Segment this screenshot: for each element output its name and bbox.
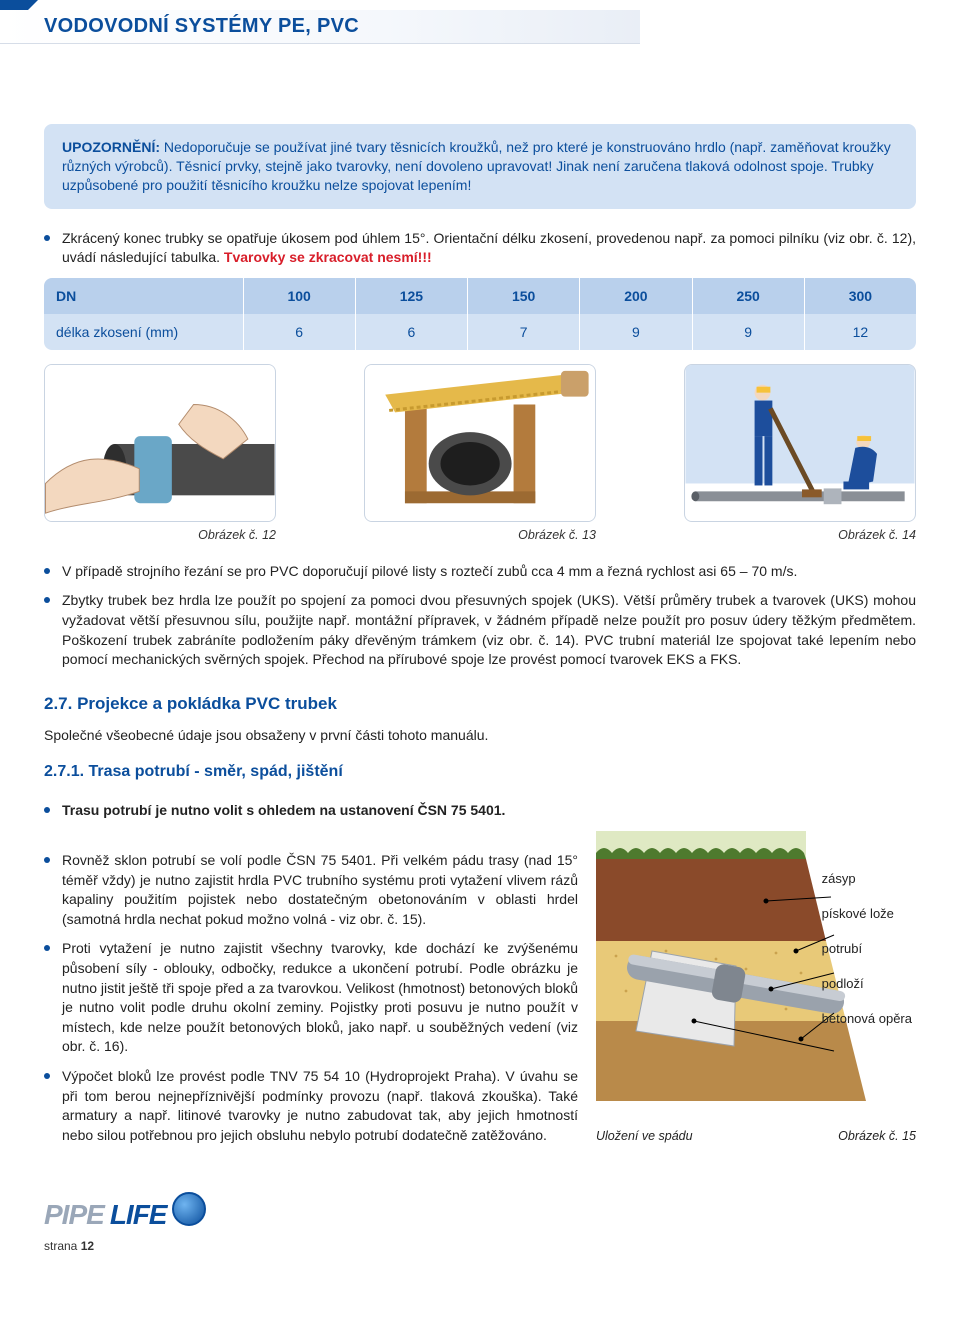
two-column-layout: Rovněž sklon potrubí se volí podle ČSN 7… [44,831,916,1155]
table-header: 300 [804,278,916,314]
figure-13 [364,364,596,522]
section-body: Společné všeobecné údaje jsou obsaženy v… [44,726,916,746]
diagram-label: betonová opěra [822,1011,912,1026]
bullet-text: Výpočet bloků lze provést podle TNV 75 5… [62,1068,578,1143]
bullet-item: Trasu potrubí je nutno volit s ohledem n… [44,801,916,821]
bullet-item: Výpočet bloků lze provést podle TNV 75 5… [44,1067,578,1145]
bullet-item: Rovněž sklon potrubí se volí podle ČSN 7… [44,851,578,929]
bullet-text: V případě strojního řezání se pro PVC do… [62,563,797,579]
diagram-label: zásyp [822,871,912,886]
bullet-text: Zkrácený konec trubky se opatřuje úkosem… [62,230,916,266]
figure-caption: Obrázek č. 13 [364,528,596,542]
pipelife-logo: PIPELIFE [44,1199,916,1231]
table-cell: 6 [355,314,467,350]
figure-caption: Obrázek č. 14 [684,528,916,542]
figure-caption-row: Obrázek č. 12 Obrázek č. 13 Obrázek č. 1… [44,528,916,542]
table-header: 200 [579,278,691,314]
page-title: VODOVODNÍ SYSTÉMY PE, PVC [44,15,359,38]
table-header: DN [44,278,243,314]
diagram-caption-right: Obrázek č. 15 [838,1129,916,1143]
warning-box: UPOZORNĚNÍ: Nedoporučuje se používat jin… [44,124,916,209]
bullet-text: Trasu potrubí je nutno volit s ohledem n… [62,802,505,818]
table-header: 150 [467,278,579,314]
diagram-caption-left: Uložení ve spádu [596,1129,693,1143]
table-header-row: DN 100 125 150 200 250 300 [44,278,916,314]
trench-diagram: zásyp pískové lože potrubí podloží beton… [596,831,916,1123]
bullet-list-2: V případě strojního řezání se pro PVC do… [44,562,916,670]
page-number: strana 12 [44,1239,916,1253]
left-column: Rovněž sklon potrubí se volí podle ČSN 7… [44,831,578,1155]
bullet-text: Proti vytažení je nutno zajistit všechny… [62,940,578,1054]
figure-row [44,364,916,522]
section-heading-27: 2.7. Projekce a pokládka PVC trubek [44,694,916,714]
diagram-label: pískové lože [822,906,912,921]
figure-14 [684,364,916,522]
table-header: 250 [692,278,804,314]
table-cell: 7 [467,314,579,350]
page-no-value: 12 [81,1239,94,1253]
bullet-list-4: Rovněž sklon potrubí se volí podle ČSN 7… [44,851,578,1145]
warning-title: UPOZORNĚNÍ: [62,139,160,155]
bullet-item: Zbytky trubek bez hrdla lze použít po sp… [44,591,916,669]
right-column: zásyp pískové lože potrubí podloží beton… [596,831,916,1143]
figure-caption: Obrázek č. 12 [44,528,276,542]
table-cell: 9 [692,314,804,350]
diagram-labels: zásyp pískové lože potrubí podloží beton… [822,871,912,1026]
page-content: VODOVODNÍ SYSTÉMY PE, PVC UPOZORNĚNÍ: Ne… [0,0,960,1273]
chamfer-table: DN 100 125 150 200 250 300 délka zkosení… [44,278,916,350]
table-header: 100 [243,278,355,314]
header-bar: VODOVODNÍ SYSTÉMY PE, PVC [0,10,640,44]
page-prefix: strana [44,1239,81,1253]
page-footer: PIPELIFE strana 12 [44,1199,916,1253]
bullet-list-1: Zkrácený konec trubky se opatřuje úkosem… [44,229,916,268]
diagram-label: podloží [822,976,912,991]
table-cell: 6 [243,314,355,350]
table-row: délka zkosení (mm) 6 6 7 9 9 12 [44,314,916,350]
bullet-item: Proti vytažení je nutno zajistit všechny… [44,939,578,1057]
table-header: 125 [355,278,467,314]
bullet-text: Rovněž sklon potrubí se volí podle ČSN 7… [62,852,578,927]
table-cell: 12 [804,314,916,350]
bullet-item: V případě strojního řezání se pro PVC do… [44,562,916,582]
bullet-text: Zbytky trubek bez hrdla lze použít po sp… [62,592,916,667]
diagram-label: potrubí [822,941,912,956]
logo-text-pipe: PIPE [44,1199,104,1231]
table-cell: 9 [579,314,691,350]
table-cell: délka zkosení (mm) [44,314,243,350]
figure-12 [44,364,276,522]
bullet-item: Zkrácený konec trubky se opatřuje úkosem… [44,229,916,268]
logo-text-life: LIFE [110,1199,167,1231]
warning-body: Nedoporučuje se používat jiné tvary těsn… [62,139,891,193]
logo-ball-icon [172,1192,206,1226]
bullet-text-emphasis: Tvarovky se zkracovat nesmí!!! [224,249,432,265]
bullet-list-3: Trasu potrubí je nutno volit s ohledem n… [44,801,916,821]
diagram-caption-row: Uložení ve spádu Obrázek č. 15 [596,1129,916,1143]
section-heading-271: 2.7.1. Trasa potrubí - směr, spád, jiště… [44,763,916,781]
